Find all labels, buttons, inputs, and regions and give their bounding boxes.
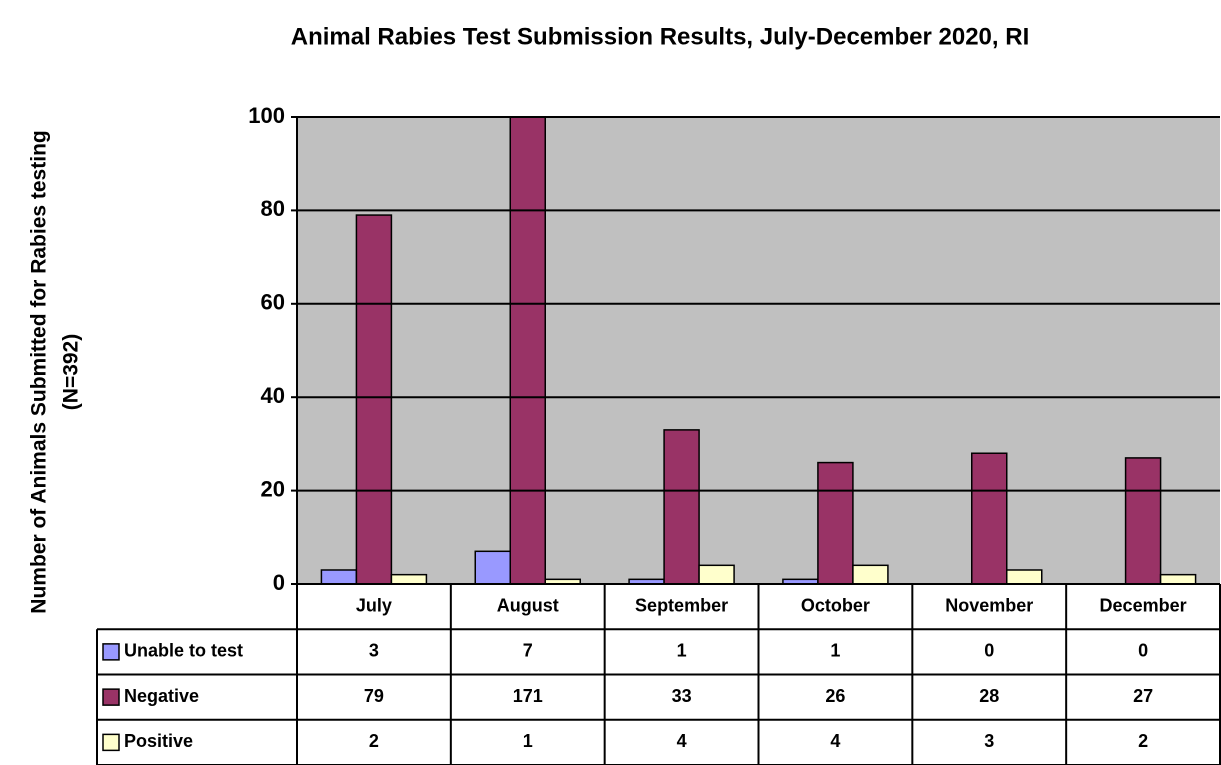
bar: [474, 550, 511, 584]
table-value: 2: [369, 731, 379, 751]
table-value: 0: [1138, 641, 1148, 661]
x-tick-label: October: [801, 595, 870, 615]
chart-title: Animal Rabies Test Submission Results, J…: [291, 23, 1029, 50]
table-value: 3: [984, 731, 994, 751]
bar: [1006, 569, 1043, 584]
bar: [390, 573, 428, 584]
table-value: 1: [830, 641, 840, 661]
y-tick-label: 80: [261, 196, 285, 221]
table-value: 3: [369, 641, 379, 661]
table-value: 28: [979, 686, 999, 706]
y-tick-label: 0: [273, 570, 285, 595]
y-tick-label: 40: [261, 383, 285, 408]
bar: [544, 578, 581, 584]
x-tick-label: August: [497, 595, 559, 615]
plot-area: [297, 117, 1220, 584]
x-tick-label: December: [1100, 595, 1187, 615]
legend-label: Negative: [124, 686, 199, 706]
table-value: 171: [513, 686, 543, 706]
table-value: 27: [1133, 686, 1153, 706]
y-axis-note: (N=392): [60, 334, 83, 410]
bar: [509, 117, 546, 584]
legend-label: Positive: [124, 731, 193, 751]
bars: [320, 117, 1197, 584]
x-tick-label: November: [945, 595, 1033, 615]
legend-swatch: [102, 733, 120, 752]
table-value: 33: [672, 686, 692, 706]
table-value: 79: [364, 686, 384, 706]
table-value: 7: [523, 641, 533, 661]
y-axis-title: Number of Animals Submitted for Rabies t…: [28, 130, 51, 613]
table-value: 0: [984, 641, 994, 661]
table-value: 2: [1138, 731, 1148, 751]
bar: [355, 214, 393, 584]
table-value: 1: [677, 641, 687, 661]
bar: [1159, 573, 1197, 584]
y-tick-label: 100: [248, 103, 285, 128]
x-tick-label: July: [356, 595, 392, 615]
x-tick-label: September: [635, 595, 728, 615]
bar: [971, 452, 1008, 584]
y-tick-label: 60: [261, 290, 285, 315]
bar: [320, 569, 358, 584]
table-value: 4: [830, 731, 840, 751]
table-value: 26: [825, 686, 845, 706]
legend-swatch: [102, 643, 120, 661]
bar: [663, 429, 700, 584]
table-value: 1: [523, 731, 533, 751]
bar: [1124, 457, 1162, 584]
legend-swatch: [102, 688, 120, 706]
table-value: 4: [677, 731, 687, 751]
y-tick-label: 20: [261, 476, 285, 501]
bar: [698, 564, 735, 584]
legend-label: Unable to test: [124, 641, 243, 661]
bar: [852, 564, 889, 584]
bar: [817, 461, 854, 584]
